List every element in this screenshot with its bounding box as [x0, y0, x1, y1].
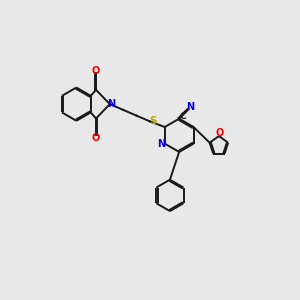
Text: O: O: [215, 128, 224, 138]
Text: N: N: [107, 99, 115, 109]
Text: O: O: [92, 133, 100, 142]
Text: N: N: [186, 102, 194, 112]
Text: S: S: [149, 116, 157, 127]
Text: C: C: [180, 112, 187, 121]
Text: O: O: [92, 66, 100, 76]
Text: N: N: [157, 139, 165, 148]
